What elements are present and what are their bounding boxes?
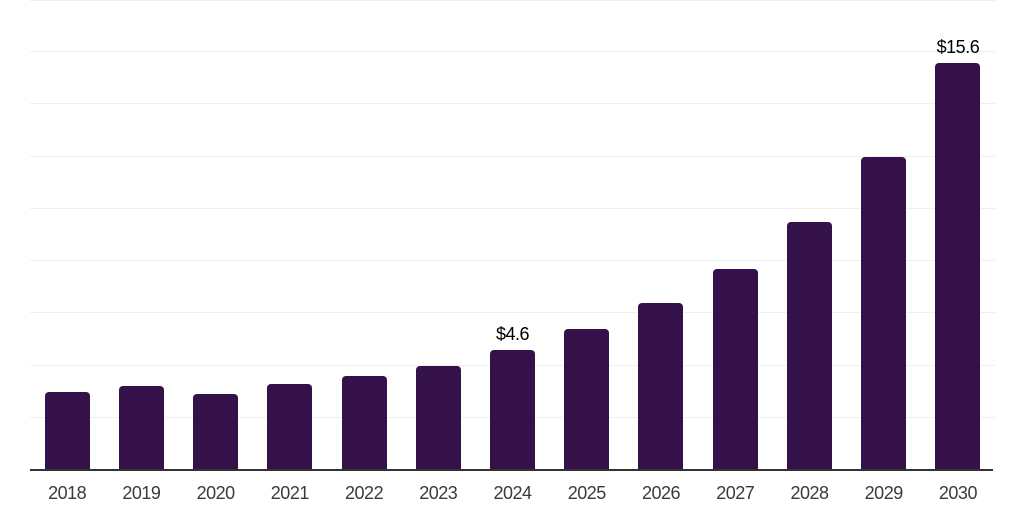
bar-2019 [118,386,164,470]
bar-slot-2018 [30,0,104,470]
bar-2022 [341,376,387,470]
data-label-2030: $15.6 [936,36,980,57]
bar-slot-2024: $4.6 [475,0,549,470]
gridline-12 [30,155,995,157]
bar-slot-2027 [698,0,772,470]
bar-slot-2028 [772,0,846,470]
bar-2021 [267,383,313,470]
bar-2025 [564,329,610,470]
gridline-6 [30,312,995,314]
bar-2023 [415,365,461,470]
bar-slot-2019 [104,0,178,470]
bar-slot-2029 [847,0,921,470]
bar-2027 [712,268,758,470]
bar-slot-2026 [624,0,698,470]
gridline-10 [30,207,995,209]
bar-slot-2021 [253,0,327,470]
x-tick-label-2023: 2023 [419,482,458,503]
bar-2029 [861,156,907,470]
gridline-16 [30,51,995,53]
gridline-8 [30,260,995,262]
x-axis-line [30,469,993,471]
x-tick-label-2022: 2022 [345,482,384,503]
x-tick-label-2029: 2029 [864,482,904,503]
bar-2030 [935,62,981,470]
bar-slot-2030: $15.6 [921,0,995,470]
x-tick-label-2024: 2024 [493,482,533,503]
bar-2028 [786,221,832,470]
x-tick-label-2028: 2028 [790,482,829,503]
bars-container: $4.6 $15.6 [30,0,995,470]
bar-slot-2020 [178,0,252,470]
x-axis-labels: 2018 2019 2020 2021 2022 2023 2024 2025 2026 2027… [30,478,995,508]
x-tick-label-2030: 2030 [938,482,978,503]
gridline-18 [30,0,995,1]
gridline-14 [30,103,995,105]
x-tick-label-2019: 2019 [122,482,161,503]
bar-slot-2022 [327,0,401,470]
bar-2020 [193,394,239,470]
bar-slot-2023 [401,0,475,470]
x-tick-label-2021: 2021 [270,482,310,503]
x-tick-label-2018: 2018 [48,482,87,503]
x-tick-label-2027: 2027 [716,482,755,503]
x-tick-label-2020: 2020 [196,482,236,503]
bar-2026 [638,302,684,470]
bar-2018 [44,391,90,470]
x-tick-label-2026: 2026 [641,482,681,503]
bar-slot-2025 [550,0,624,470]
bar-2024 [490,349,536,470]
x-tick-label-2025: 2025 [567,482,607,503]
data-label-2024: $4.6 [496,323,530,344]
plot-area: $4.6 $15.6 [30,0,995,471]
